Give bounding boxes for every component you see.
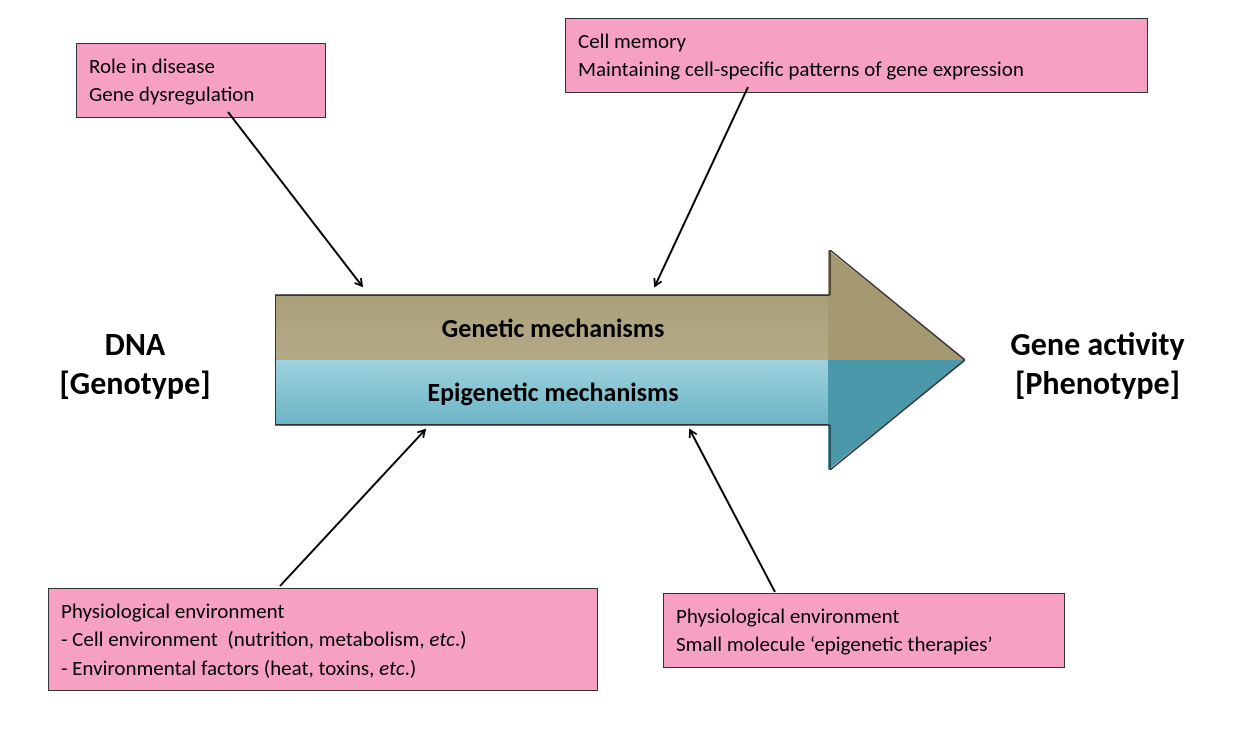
box-tl-line1: Role in disease [89,52,313,80]
box-bl-line1: Physiological environment [61,597,585,625]
box-tr-line2: Maintaining cell-specific patterns of ge… [578,55,1135,83]
physiological-env-right-box: Physiological environment Small molecule… [663,593,1065,668]
box-br-line1: Physiological environment [676,602,1052,630]
gene-line1: Gene activity [970,325,1225,364]
role-in-disease-box: Role in disease Gene dysregulation [76,43,326,118]
box-br-line2: Small molecule ‘epigenetic therapies’ [676,630,1052,658]
gene-activity-label: Gene activity [Phenotype] [970,325,1225,403]
gene-line2: [Phenotype] [970,364,1225,403]
arrow-outline [275,250,965,470]
cell-memory-box: Cell memory Maintaining cell-specific pa… [565,18,1148,93]
dna-line1: DNA [25,325,245,364]
dna-line2: [Genotype] [25,364,245,403]
physiological-env-left-box: Physiological environment - Cell environ… [48,588,598,691]
box-bl-line3: - Environmental factors (heat, toxins, e… [61,654,585,682]
box-tr-line1: Cell memory [578,27,1135,55]
box-bl-line2: - Cell environment (nutrition, metabolis… [61,625,585,653]
box-tl-line2: Gene dysregulation [89,80,313,108]
central-arrow: Genetic mechanisms Epigenetic mechanisms [275,250,965,470]
dna-genotype-label: DNA [Genotype] [25,325,245,403]
